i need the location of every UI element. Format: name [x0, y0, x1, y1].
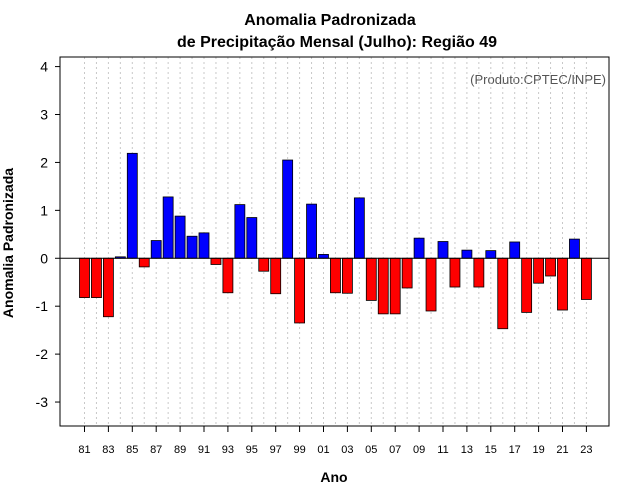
xtick-label-97: 97: [270, 444, 282, 456]
bar-2010: [425, 257, 437, 312]
xtick-label-95: 95: [246, 444, 258, 456]
ytick-label-3: 3: [40, 107, 48, 123]
bar-2012: [449, 257, 461, 288]
bar-2003: [341, 257, 353, 294]
bar-1988: [162, 196, 174, 259]
bar-1991: [198, 232, 210, 259]
x-axis-ticks: 81 83 85 87 89 91 93 95 97 99 01 03 05 07 09 11 13 15 17 19…: [78, 426, 593, 456]
bar-2002: [330, 257, 341, 294]
y-axis-ticks: -3 -2 -1 0 1 2 3 4: [36, 59, 60, 410]
bar-1985: [126, 152, 138, 259]
bars: [79, 152, 592, 330]
bar-1996: [258, 257, 270, 272]
bar-2017: [509, 241, 521, 259]
bar-2018: [521, 257, 533, 313]
x-axis-label: Ano: [320, 469, 347, 485]
bar-1990: [186, 235, 198, 259]
grid-lines: [84, 57, 587, 426]
bar-2023: [581, 257, 592, 300]
xtick-label-13: 13: [461, 444, 473, 456]
xtick-label-19: 19: [532, 444, 544, 456]
xtick-label-15: 15: [485, 444, 497, 456]
bar-2005: [365, 257, 377, 301]
bar-1989: [174, 215, 186, 259]
xtick-label-91: 91: [198, 444, 210, 456]
chart-title-line-1: Anomalia Padronizada: [244, 12, 416, 29]
bar-2015: [485, 250, 497, 259]
bar-1986: [138, 257, 150, 268]
bar-1995: [246, 217, 258, 259]
xtick-label-07: 07: [389, 444, 401, 456]
bar-2019: [533, 257, 544, 284]
bar-2014: [473, 257, 485, 288]
xtick-label-85: 85: [126, 444, 138, 456]
ytick-label--1: -1: [36, 298, 49, 314]
ytick-label-1: 1: [40, 202, 48, 218]
bar-2009: [413, 237, 425, 259]
bar-2008: [401, 257, 413, 289]
ytick-label--2: -2: [36, 346, 49, 362]
xtick-label-09: 09: [413, 444, 425, 456]
xtick-label-11: 11: [437, 444, 448, 456]
bar-2021: [557, 257, 568, 311]
bar-2020: [545, 257, 556, 277]
bar-2016: [497, 257, 509, 330]
bar-1992: [210, 257, 222, 265]
bar-2013: [461, 249, 473, 259]
xtick-label-17: 17: [509, 444, 521, 456]
bar-2000: [306, 203, 317, 259]
chart-title-line-2: de Precipitação Mensal (Julho): Região 4…: [177, 34, 497, 51]
bar-1993: [222, 257, 234, 294]
xtick-label-23: 23: [580, 444, 592, 456]
xtick-label-01: 01: [317, 444, 329, 456]
bar-1987: [150, 240, 162, 259]
xtick-label-87: 87: [150, 444, 162, 456]
plot-frame: [59, 56, 610, 427]
bar-2001: [318, 254, 329, 259]
bar-2007: [389, 257, 401, 315]
xtick-label-03: 03: [341, 444, 353, 456]
ytick-label-0: 0: [40, 250, 48, 266]
bar-2006: [377, 257, 389, 315]
ytick-label--3: -3: [36, 394, 49, 410]
xtick-label-05: 05: [365, 444, 377, 456]
bar-1998: [282, 159, 294, 259]
bar-2011: [437, 241, 449, 259]
bar-1999: [294, 257, 306, 324]
y-axis-label: Anomalia Padronizada: [0, 168, 16, 318]
xtick-label-93: 93: [222, 444, 234, 456]
ytick-label-2: 2: [40, 154, 48, 170]
bar-1981: [79, 257, 90, 298]
xtick-label-21: 21: [556, 444, 568, 456]
xtick-label-83: 83: [102, 444, 114, 456]
bar-2022: [569, 238, 580, 259]
bar-1982: [91, 257, 102, 298]
ytick-label-4: 4: [40, 59, 48, 75]
bar-2004: [353, 197, 365, 259]
bar-1997: [270, 257, 282, 295]
xtick-label-99: 99: [293, 444, 305, 456]
bar-1983: [103, 257, 114, 318]
bar-1994: [234, 204, 246, 259]
source-note: (Produto:CPTEC/INPE): [470, 72, 606, 87]
xtick-label-81: 81: [78, 444, 90, 456]
xtick-label-89: 89: [174, 444, 186, 456]
